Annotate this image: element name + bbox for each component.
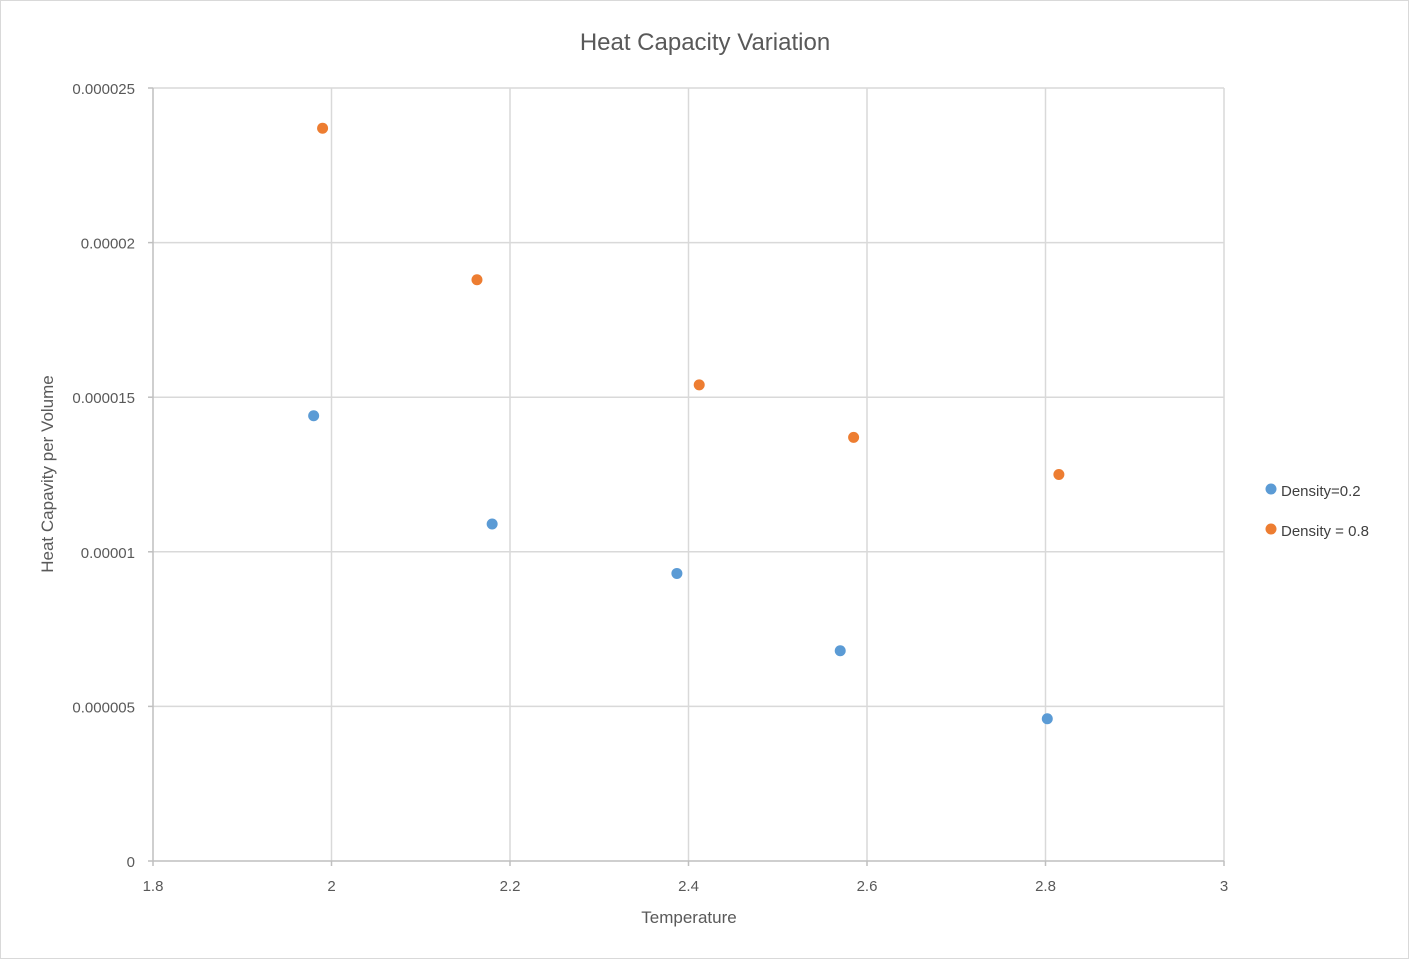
legend-label: Density=0.2 [1281,483,1361,500]
y-tick-label: 0.00002 [81,236,135,253]
data-point-series-1 [486,518,498,530]
legend-marker [1265,483,1277,495]
legend-marker [1265,523,1277,535]
x-tick-label: 2.8 [1035,878,1056,895]
data-point-series-2 [693,379,705,391]
legend: Density=0.2 Density = 0.8 [1265,483,1369,540]
data-point-series-2 [471,274,483,286]
data-point-series-2 [317,122,329,134]
data-points [308,122,1065,725]
data-point-series-1 [308,410,320,422]
y-tick-label: 0 [127,854,135,871]
x-tick-label: 1.8 [143,878,164,895]
x-tick-label: 3 [1220,878,1228,895]
grid [153,87,1225,861]
x-tick-label: 2.2 [500,878,521,895]
x-tick-label: 2.4 [678,878,699,895]
data-point-series-1 [671,567,683,579]
y-tick-label: 0.00001 [81,545,135,562]
y-tick-label: 0.000005 [72,699,135,716]
y-axis-title: Heat Capavity per Volume [38,375,57,573]
tick-labels: 1.8 2 2.2 2.4 2.6 2.8 3 0 0.000005 0.00001 0.00001… [72,81,1228,895]
axes [148,87,1225,866]
data-point-series-1 [1041,713,1053,725]
x-tick-label: 2 [327,878,335,895]
x-axis-title: Temperature [641,908,736,927]
legend-label: Density = 0.8 [1281,523,1369,540]
data-point-series-2 [1053,469,1065,480]
data-point-series-1 [834,645,846,657]
y-tick-label: 0.000015 [72,390,135,407]
x-tick-label: 2.6 [857,878,878,895]
chart-title: Heat Capacity Variation [580,29,830,56]
data-point-series-2 [848,431,860,443]
y-tick-label: 0.000025 [72,81,135,98]
